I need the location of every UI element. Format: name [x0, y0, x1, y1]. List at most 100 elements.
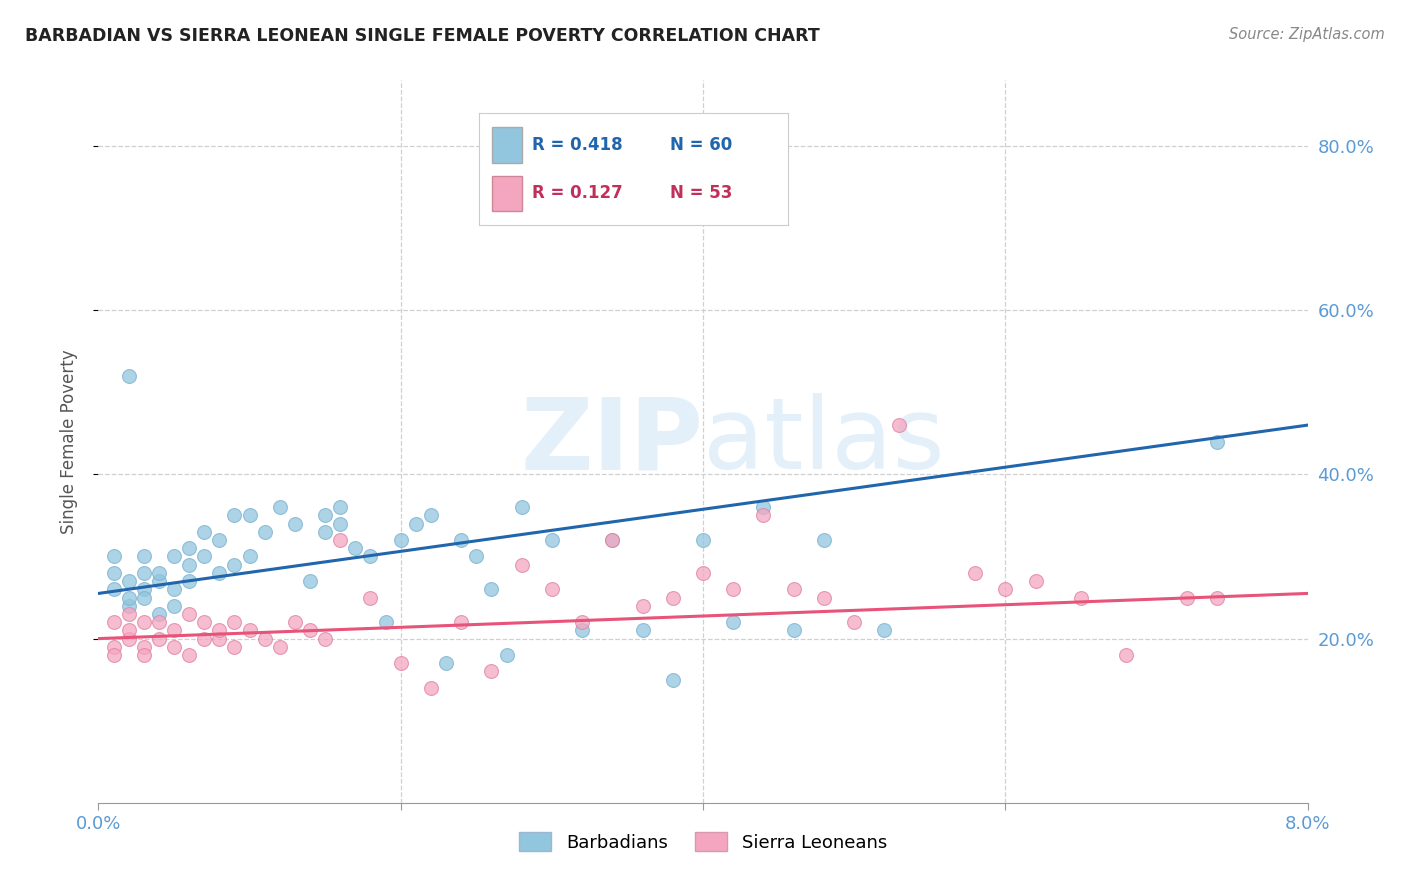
Point — [224, 508, 246, 523]
Point — [132, 615, 155, 630]
Point — [360, 549, 382, 564]
Point — [103, 582, 125, 597]
Point — [481, 582, 503, 597]
Point — [118, 591, 141, 605]
Point — [208, 566, 231, 580]
Point — [253, 524, 276, 539]
Point — [329, 500, 352, 515]
Point — [873, 624, 896, 638]
Point — [813, 591, 835, 605]
Point — [314, 524, 336, 539]
Point — [571, 624, 593, 638]
Point — [314, 632, 336, 646]
Point — [450, 615, 472, 630]
Point — [148, 574, 170, 588]
Point — [844, 615, 866, 630]
Point — [389, 657, 412, 671]
Point — [224, 640, 246, 654]
Point — [284, 615, 307, 630]
Point — [752, 500, 775, 515]
Point — [450, 533, 472, 547]
Point — [148, 615, 170, 630]
Point — [193, 524, 215, 539]
Text: Source: ZipAtlas.com: Source: ZipAtlas.com — [1229, 27, 1385, 42]
Point — [540, 533, 562, 547]
Point — [465, 549, 488, 564]
Point — [118, 607, 141, 621]
Point — [965, 566, 987, 580]
Point — [540, 582, 562, 597]
Point — [103, 566, 125, 580]
Point — [329, 533, 352, 547]
Point — [132, 566, 155, 580]
Point — [420, 681, 443, 695]
Text: ZIP: ZIP — [520, 393, 703, 490]
Point — [284, 516, 307, 531]
Point — [813, 533, 835, 547]
Point — [179, 574, 201, 588]
Point — [103, 615, 125, 630]
Point — [510, 500, 533, 515]
Point — [661, 591, 683, 605]
Point — [299, 574, 322, 588]
Point — [269, 640, 291, 654]
Point — [434, 657, 457, 671]
Point — [495, 648, 517, 662]
Point — [239, 624, 262, 638]
Point — [163, 582, 186, 597]
Point — [783, 624, 806, 638]
Point — [118, 574, 141, 588]
Point — [752, 508, 775, 523]
Point — [118, 632, 141, 646]
Point — [631, 624, 654, 638]
Point — [163, 624, 186, 638]
Point — [239, 508, 262, 523]
Point — [602, 533, 624, 547]
Point — [329, 516, 352, 531]
Point — [132, 648, 155, 662]
Point — [103, 549, 125, 564]
Point — [224, 615, 246, 630]
Point — [118, 599, 141, 613]
Point — [148, 566, 170, 580]
Point — [510, 558, 533, 572]
Point — [179, 558, 201, 572]
Legend: Barbadians, Sierra Leoneans: Barbadians, Sierra Leoneans — [512, 825, 894, 859]
Point — [179, 541, 201, 556]
Point — [193, 615, 215, 630]
Point — [374, 615, 396, 630]
Point — [344, 541, 367, 556]
Text: BARBADIAN VS SIERRA LEONEAN SINGLE FEMALE POVERTY CORRELATION CHART: BARBADIAN VS SIERRA LEONEAN SINGLE FEMAL… — [25, 27, 820, 45]
Point — [692, 566, 714, 580]
Point — [299, 624, 322, 638]
Point — [994, 582, 1017, 597]
Point — [889, 418, 911, 433]
Point — [571, 615, 593, 630]
Point — [224, 558, 246, 572]
Point — [118, 368, 141, 383]
Point — [132, 549, 155, 564]
Point — [148, 607, 170, 621]
Point — [692, 533, 714, 547]
Point — [1070, 591, 1092, 605]
Point — [103, 640, 125, 654]
Point — [269, 500, 291, 515]
Point — [1206, 591, 1229, 605]
Point — [163, 599, 186, 613]
Point — [118, 624, 141, 638]
Point — [148, 632, 170, 646]
Point — [193, 549, 215, 564]
Point — [103, 648, 125, 662]
Point — [420, 508, 443, 523]
Point — [1115, 648, 1137, 662]
Point — [163, 640, 186, 654]
Point — [661, 673, 683, 687]
Point — [723, 615, 745, 630]
Point — [132, 582, 155, 597]
Point — [602, 533, 624, 547]
Point — [239, 549, 262, 564]
Point — [253, 632, 276, 646]
Point — [208, 533, 231, 547]
Point — [163, 549, 186, 564]
Point — [179, 607, 201, 621]
